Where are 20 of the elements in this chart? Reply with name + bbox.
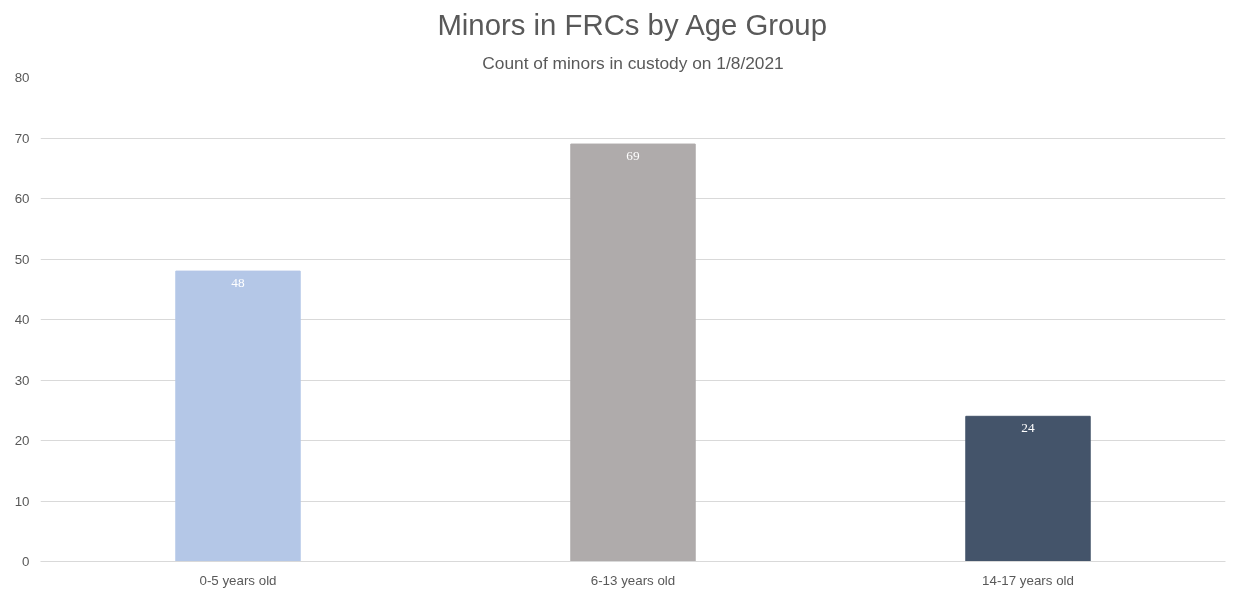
y-tick-label: 0 (22, 554, 30, 569)
y-tick-label: 70 (14, 130, 30, 146)
data-label: 48 (231, 275, 245, 291)
y-tick-label: 80 (14, 70, 30, 85)
chart-subtitle: Count of minors in custody on 1/8/2021 (482, 52, 784, 73)
x-tick-label: 14-17 years old (982, 572, 1074, 588)
x-tick-label: 6-13 years old (590, 572, 676, 588)
x-tick-label: 0-5 years old (199, 572, 277, 588)
bar (570, 143, 696, 562)
y-tick-label: 50 (14, 251, 30, 267)
y-tick-label: 40 (14, 312, 30, 327)
data-label: 24 (1021, 420, 1035, 436)
chart-title: Minors in FRCs by Age Group (437, 7, 827, 41)
y-tick-label: 10 (14, 493, 30, 509)
y-tick-label: 30 (14, 372, 30, 388)
y-tick-label: 20 (14, 433, 30, 448)
data-label: 69 (626, 148, 640, 164)
bar (175, 270, 301, 562)
bar (965, 415, 1091, 562)
y-tick-label: 60 (14, 191, 30, 206)
